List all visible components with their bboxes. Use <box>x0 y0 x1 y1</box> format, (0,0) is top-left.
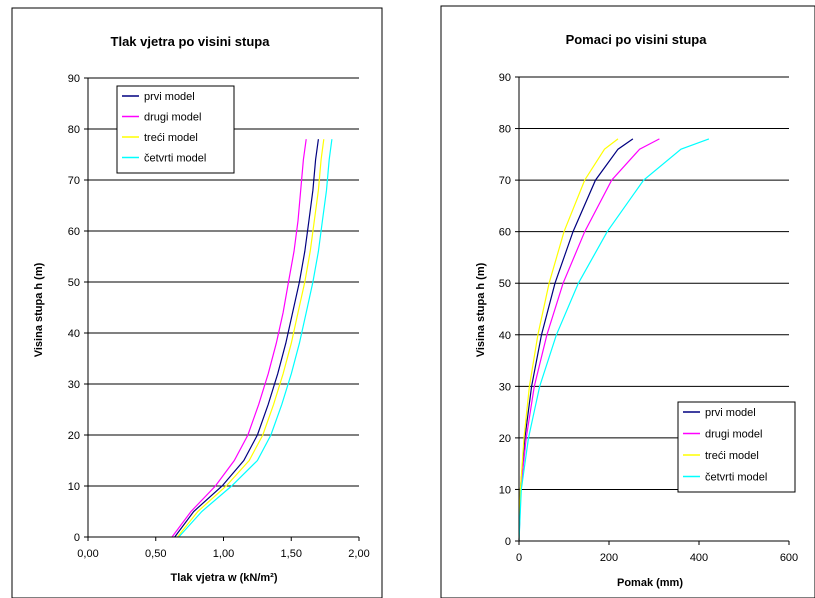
y-tick-label: 90 <box>499 72 511 84</box>
x-tick-label: 200 <box>600 552 618 564</box>
series-line-1 <box>174 139 319 538</box>
legend-label: prvi model <box>705 407 756 419</box>
chart-1-y-axis-label: Visina stupa h (m) <box>33 262 45 357</box>
series-line-4 <box>518 138 710 542</box>
x-tick-label: 0 <box>516 552 522 564</box>
y-tick-label: 60 <box>499 227 511 239</box>
y-tick-label: 80 <box>499 124 511 136</box>
y-tick-label: 80 <box>68 124 80 136</box>
chart-2-legend-box <box>677 401 796 493</box>
chart-2-legend: prvi model drugi model treći model četvrti … <box>677 401 796 493</box>
legend-label: drugi model <box>705 429 762 441</box>
y-tick-label: 20 <box>499 433 511 445</box>
legend-label: drugi model <box>144 112 201 124</box>
y-tick-label: 40 <box>68 328 80 340</box>
x-tick-label: 2,00 <box>348 548 369 560</box>
series-line-3 <box>518 138 619 542</box>
chart-2-y-ticks: 0 10 20 30 40 50 60 70 80 90 <box>499 72 519 548</box>
chart-2-x-ticks: 0 200 400 600 <box>516 541 798 564</box>
chart-1-y-ticks: 0 10 20 30 40 50 60 70 80 90 <box>68 73 88 544</box>
x-tick-label: 1,50 <box>281 548 302 560</box>
y-tick-label: 70 <box>499 175 511 187</box>
series-line-4 <box>178 139 333 538</box>
series-line-3 <box>176 139 325 538</box>
series-line-2 <box>171 139 307 538</box>
y-tick-label: 20 <box>68 430 80 442</box>
x-tick-label: 0,50 <box>145 548 166 560</box>
x-tick-label: 600 <box>780 552 798 564</box>
series-line-2 <box>518 138 660 542</box>
y-tick-label: 0 <box>505 536 511 548</box>
chart-1-title: Tlak vjetra po visini stupa <box>111 34 271 49</box>
chart-1-x-axis-label: Tlak vjetra w (kN/m²) <box>171 572 278 584</box>
x-tick-label: 1,00 <box>213 548 234 560</box>
legend-label: treći model <box>705 450 759 462</box>
legend-label: četvrti model <box>705 472 767 484</box>
chart-displacement: Pomaci po visini stupa 0 10 20 30 40 50 60 70 80… <box>440 5 815 598</box>
x-tick-label: 0,00 <box>77 548 98 560</box>
chart-2-frame <box>440 5 815 598</box>
y-tick-label: 50 <box>68 277 80 289</box>
chart-1-legend-box <box>116 85 235 174</box>
y-tick-label: 10 <box>499 484 511 496</box>
y-tick-label: 40 <box>499 330 511 342</box>
y-tick-label: 30 <box>499 381 511 393</box>
chart-wind-pressure: Tlak vjetra po visini stupa 0 10 20 30 40 50 6… <box>11 7 383 598</box>
legend-label: prvi model <box>144 91 195 103</box>
x-tick-label: 400 <box>690 552 708 564</box>
legend-label: četvrti model <box>144 153 206 165</box>
chart-1-legend: prvi model drugi model treći model četvrti … <box>116 85 235 174</box>
y-tick-label: 50 <box>499 278 511 290</box>
y-tick-label: 0 <box>74 532 80 544</box>
y-tick-label: 30 <box>68 379 80 391</box>
chart-2-title: Pomaci po visini stupa <box>566 32 708 47</box>
chart-1-x-ticks: 0,00 0,50 1,00 1,50 2,00 <box>77 537 370 560</box>
y-tick-label: 70 <box>68 175 80 187</box>
chart-2-x-axis-label: Pomak (mm) <box>617 577 683 589</box>
chart-2-y-axis-label: Visina stupa h (m) <box>475 262 487 357</box>
y-tick-label: 60 <box>68 226 80 238</box>
chart-1-series <box>171 139 333 538</box>
chart-2-series <box>518 138 710 542</box>
y-tick-label: 90 <box>68 73 80 85</box>
legend-label: treći model <box>144 132 198 144</box>
y-tick-label: 10 <box>68 481 80 493</box>
